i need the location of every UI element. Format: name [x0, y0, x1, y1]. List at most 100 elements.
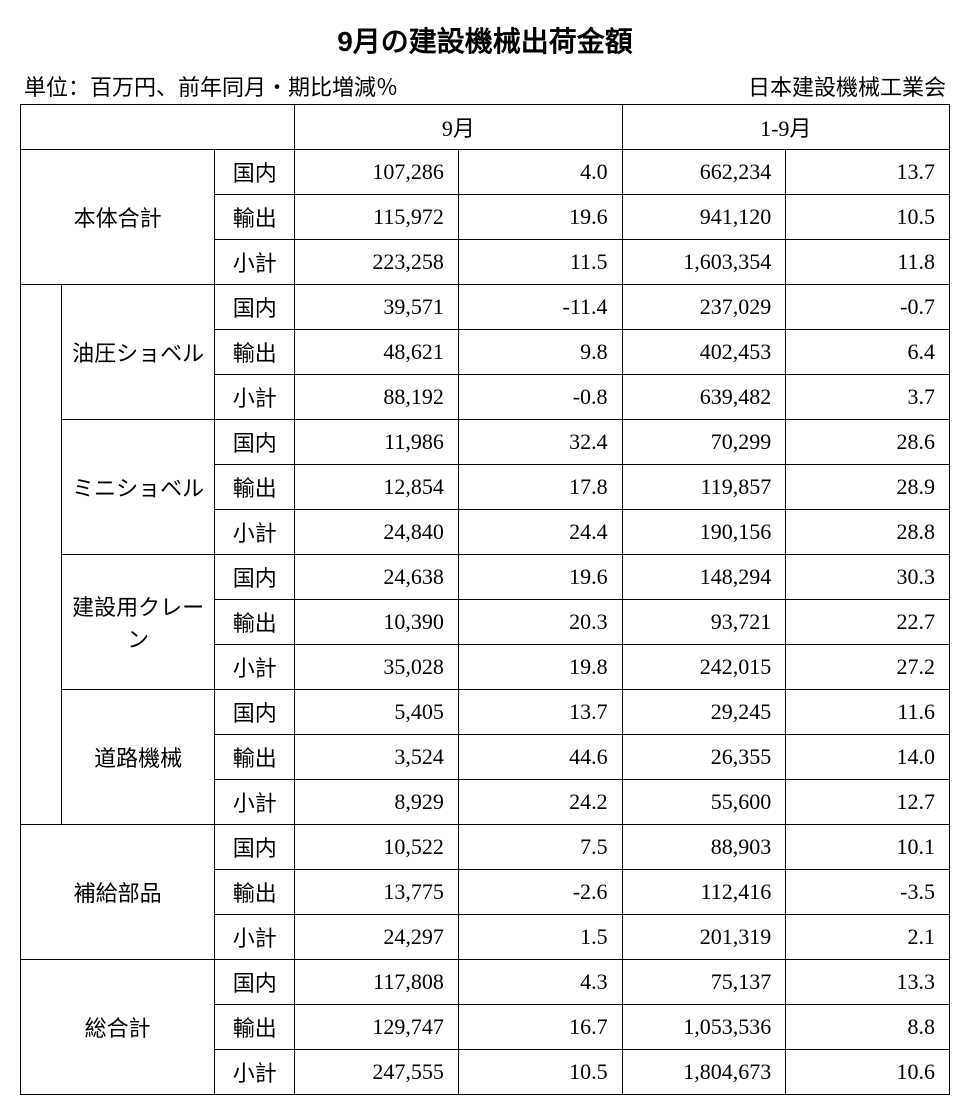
- value-cell: 9.8: [458, 330, 622, 375]
- row-type-label: 小計: [215, 645, 295, 690]
- value-cell: -11.4: [458, 285, 622, 330]
- value-cell: 28.9: [786, 465, 950, 510]
- value-cell: 24.4: [458, 510, 622, 555]
- value-cell: 11,986: [295, 420, 459, 465]
- category-label: 総合計: [21, 960, 215, 1095]
- value-cell: 44.6: [458, 735, 622, 780]
- shipment-table: 9月1-9月本体合計国内107,2864.0662,23413.7 輸出 115,9…: [20, 104, 950, 1095]
- value-cell: 1,804,673: [622, 1050, 786, 1095]
- value-cell: 5,405: [295, 690, 459, 735]
- value-cell: 662,234: [622, 150, 786, 195]
- value-cell: 10.5: [786, 195, 950, 240]
- value-cell: 12.7: [786, 780, 950, 825]
- value-cell: 16.7: [458, 1005, 622, 1050]
- value-cell: 88,903: [622, 825, 786, 870]
- page-title: 9月の建設機械出荷金額: [20, 20, 950, 60]
- value-cell: 12,854: [295, 465, 459, 510]
- value-cell: 19.6: [458, 555, 622, 600]
- value-cell: 11.5: [458, 240, 622, 285]
- value-cell: 148,294: [622, 555, 786, 600]
- row-type-label: 小計: [215, 240, 295, 285]
- value-cell: 26,355: [622, 735, 786, 780]
- row-type-label: 国内: [215, 825, 295, 870]
- value-cell: 2.1: [786, 915, 950, 960]
- value-cell: 20.3: [458, 600, 622, 645]
- value-cell: 11.8: [786, 240, 950, 285]
- value-cell: -3.5: [786, 870, 950, 915]
- value-cell: 115,972: [295, 195, 459, 240]
- value-cell: 3.7: [786, 375, 950, 420]
- value-cell: 190,156: [622, 510, 786, 555]
- value-cell: 24,638: [295, 555, 459, 600]
- category-label: 油圧ショベル: [61, 285, 214, 420]
- row-type-label: 小計: [215, 780, 295, 825]
- value-cell: 3,524: [295, 735, 459, 780]
- value-cell: 48,621: [295, 330, 459, 375]
- value-cell: 8.8: [786, 1005, 950, 1050]
- row-type-label: 国内: [215, 555, 295, 600]
- value-cell: 639,482: [622, 375, 786, 420]
- value-cell: 4.0: [458, 150, 622, 195]
- row-type-label: 国内: [215, 420, 295, 465]
- value-cell: 10,522: [295, 825, 459, 870]
- value-cell: 11.6: [786, 690, 950, 735]
- value-cell: 55,600: [622, 780, 786, 825]
- value-cell: 10,390: [295, 600, 459, 645]
- value-cell: 8,929: [295, 780, 459, 825]
- row-type-label: 小計: [215, 1050, 295, 1095]
- table-row: 総合計国内117,8084.375,13713.3: [21, 960, 950, 1005]
- value-cell: 24,840: [295, 510, 459, 555]
- header-period: 1-9月: [622, 105, 949, 150]
- value-cell: 30.3: [786, 555, 950, 600]
- value-cell: 129,747: [295, 1005, 459, 1050]
- table-row: 油圧ショベル国内39,571-11.4237,029-0.7: [21, 285, 950, 330]
- value-cell: 27.2: [786, 645, 950, 690]
- value-cell: 93,721: [622, 600, 786, 645]
- value-cell: 13.7: [458, 690, 622, 735]
- value-cell: -0.7: [786, 285, 950, 330]
- value-cell: 242,015: [622, 645, 786, 690]
- header-month: 9月: [295, 105, 622, 150]
- value-cell: 7.5: [458, 825, 622, 870]
- table-row: 補給部品国内10,5227.588,90310.1: [21, 825, 950, 870]
- value-cell: 13.3: [786, 960, 950, 1005]
- row-type-label: 輸出: [215, 1005, 295, 1050]
- value-cell: 75,137: [622, 960, 786, 1005]
- value-cell: 19.8: [458, 645, 622, 690]
- row-type-label: 国内: [215, 285, 295, 330]
- value-cell: 402,453: [622, 330, 786, 375]
- unit-label: 単位：百万円、前年同月・期比増減％: [24, 70, 398, 102]
- table-row: 本体合計国内107,2864.0662,23413.7: [21, 150, 950, 195]
- value-cell: 13.7: [786, 150, 950, 195]
- value-cell: 70,299: [622, 420, 786, 465]
- subtitle-row: 単位：百万円、前年同月・期比増減％ 日本建設機械工業会: [20, 70, 950, 102]
- value-cell: 39,571: [295, 285, 459, 330]
- category-label: 建設用クレーン: [61, 555, 214, 690]
- table-row: ミニショベル国内11,98632.470,29928.6: [21, 420, 950, 465]
- category-label: ミニショベル: [61, 420, 214, 555]
- value-cell: 117,808: [295, 960, 459, 1005]
- value-cell: 29,245: [622, 690, 786, 735]
- value-cell: -0.8: [458, 375, 622, 420]
- value-cell: 28.6: [786, 420, 950, 465]
- row-type-label: 小計: [215, 375, 295, 420]
- source-label: 日本建設機械工業会: [748, 70, 946, 102]
- value-cell: 1,053,536: [622, 1005, 786, 1050]
- row-type-label: 輸出: [215, 870, 295, 915]
- value-cell: 10.1: [786, 825, 950, 870]
- row-type-label: 輸出: [215, 600, 295, 645]
- value-cell: 1.5: [458, 915, 622, 960]
- row-type-label: 国内: [215, 150, 295, 195]
- value-cell: 24.2: [458, 780, 622, 825]
- value-cell: 17.8: [458, 465, 622, 510]
- value-cell: 24,297: [295, 915, 459, 960]
- value-cell: 4.3: [458, 960, 622, 1005]
- value-cell: 941,120: [622, 195, 786, 240]
- value-cell: 1,603,354: [622, 240, 786, 285]
- value-cell: 247,555: [295, 1050, 459, 1095]
- row-type-label: 小計: [215, 510, 295, 555]
- table-row: 道路機械国内5,40513.729,24511.6: [21, 690, 950, 735]
- value-cell: 223,258: [295, 240, 459, 285]
- row-type-label: 国内: [215, 690, 295, 735]
- indent-spacer: [21, 285, 62, 825]
